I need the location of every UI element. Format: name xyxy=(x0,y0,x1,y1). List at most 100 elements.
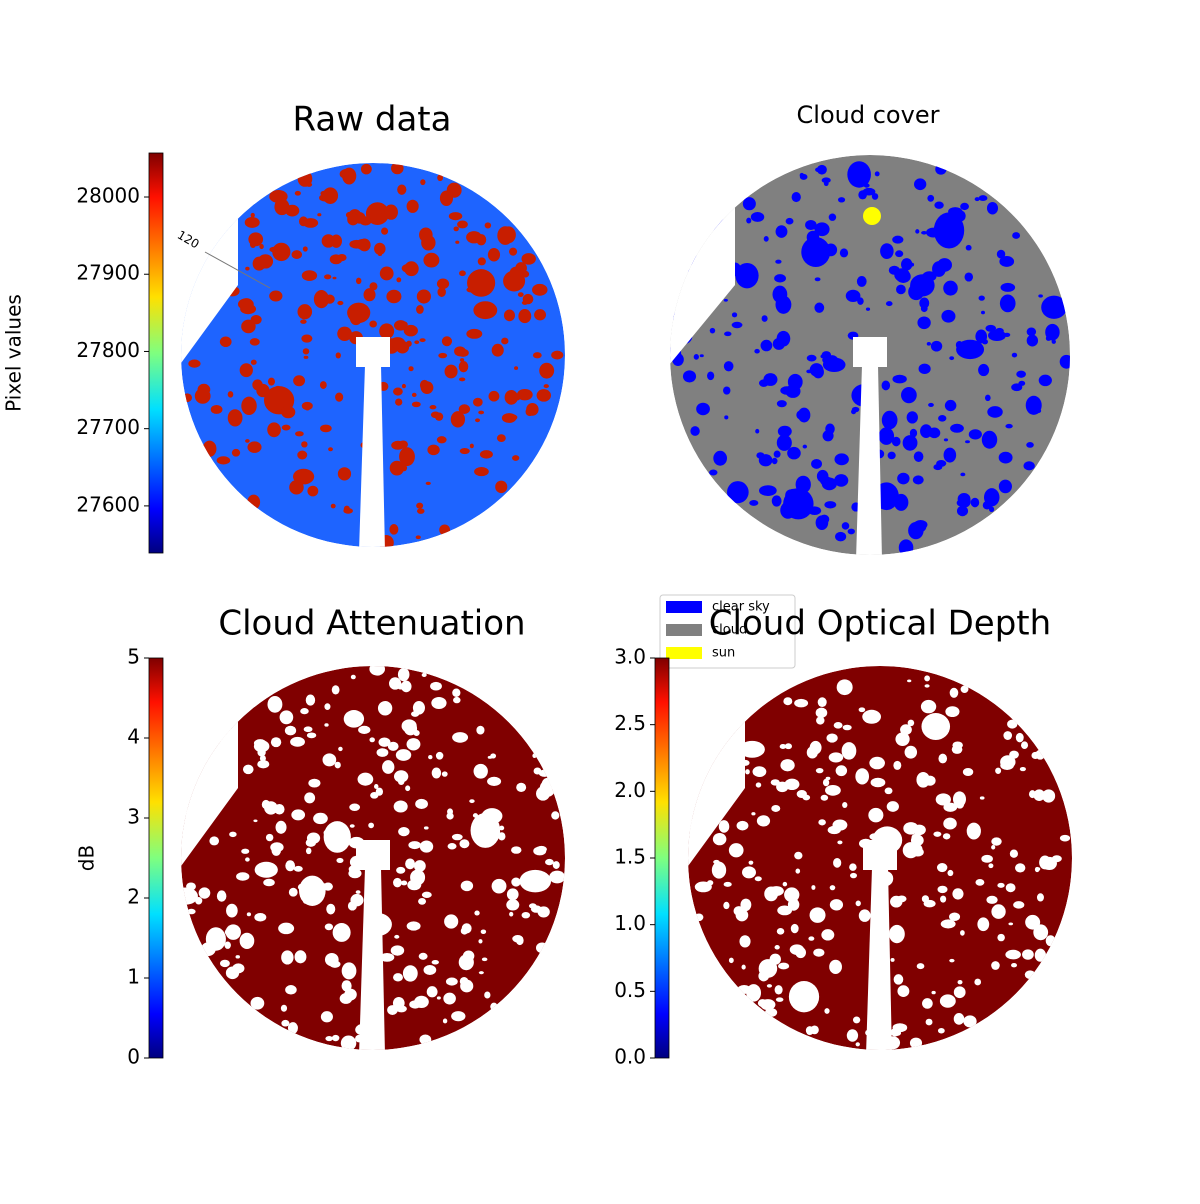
patch xyxy=(423,252,440,268)
patch xyxy=(285,985,297,995)
patch xyxy=(241,396,257,416)
patch xyxy=(750,212,765,222)
patch xyxy=(805,219,817,231)
patch xyxy=(245,857,250,862)
patch xyxy=(250,359,257,365)
patch xyxy=(294,950,307,964)
colorbar-tick-label: 27800 xyxy=(76,338,140,362)
image-body xyxy=(181,163,565,547)
patch xyxy=(824,501,837,509)
patch xyxy=(991,904,1006,919)
patch xyxy=(936,459,947,467)
patch xyxy=(397,667,410,682)
patch xyxy=(724,415,729,420)
patch xyxy=(417,508,425,514)
patch xyxy=(935,793,951,806)
patch xyxy=(516,782,527,793)
patch xyxy=(795,475,811,494)
patch xyxy=(789,782,794,786)
patch xyxy=(288,887,298,897)
patch xyxy=(301,270,318,281)
patch xyxy=(378,737,391,747)
patch xyxy=(758,970,770,982)
patch xyxy=(776,928,785,935)
patch xyxy=(985,324,997,332)
patch xyxy=(863,183,870,188)
patch xyxy=(925,1018,933,1026)
patch xyxy=(379,952,395,962)
patch xyxy=(297,304,313,320)
patch xyxy=(304,792,316,804)
patch xyxy=(335,392,344,402)
patch xyxy=(396,866,406,874)
patch xyxy=(809,907,826,923)
patch xyxy=(498,832,506,841)
patch xyxy=(842,801,848,808)
patch xyxy=(739,935,751,948)
patch xyxy=(769,953,781,965)
patch xyxy=(970,497,980,508)
patch xyxy=(1034,408,1042,414)
patch xyxy=(460,979,474,993)
patch xyxy=(735,262,759,289)
patch xyxy=(1009,849,1019,858)
patch xyxy=(937,885,948,894)
patch xyxy=(445,977,458,986)
patch xyxy=(533,767,542,775)
patch xyxy=(986,895,998,904)
patch xyxy=(930,340,943,352)
patch xyxy=(236,872,250,881)
patch xyxy=(444,914,459,929)
patch xyxy=(841,742,857,760)
patch xyxy=(809,363,824,377)
colorbar xyxy=(148,657,164,1059)
patch xyxy=(936,863,948,873)
patch xyxy=(398,440,408,449)
patch xyxy=(355,890,361,894)
patch xyxy=(742,197,756,211)
patch xyxy=(938,753,948,764)
patch xyxy=(893,493,909,511)
patch xyxy=(963,1015,977,1028)
patch xyxy=(323,821,351,853)
patch xyxy=(490,1002,498,1011)
patch xyxy=(341,962,357,980)
patch xyxy=(974,978,982,986)
patch xyxy=(919,297,930,309)
patch xyxy=(888,924,905,944)
patch xyxy=(473,301,498,320)
patch xyxy=(395,749,412,761)
patch xyxy=(979,796,985,800)
patch xyxy=(301,401,313,411)
patch xyxy=(869,756,885,770)
patch xyxy=(1005,949,1021,960)
patch xyxy=(425,481,431,485)
patch xyxy=(921,713,951,740)
patch xyxy=(431,697,447,710)
patch xyxy=(847,528,855,535)
patch xyxy=(431,959,439,965)
patch xyxy=(901,258,913,271)
patch xyxy=(728,957,734,964)
patch xyxy=(256,383,270,398)
patch xyxy=(898,539,914,555)
patch xyxy=(953,1012,965,1025)
arm-mask xyxy=(359,868,385,1050)
patch xyxy=(912,824,926,836)
patch xyxy=(896,895,907,903)
patch xyxy=(419,1034,432,1045)
patch xyxy=(393,770,409,783)
patch xyxy=(991,845,996,850)
patch xyxy=(459,358,465,362)
patch xyxy=(824,1008,830,1014)
patch xyxy=(323,882,333,891)
patch xyxy=(481,957,488,962)
patch xyxy=(886,801,899,812)
patch xyxy=(820,794,829,801)
patch xyxy=(997,882,1005,888)
patch xyxy=(897,985,910,997)
patch xyxy=(881,380,891,391)
patch xyxy=(1033,924,1049,941)
patch xyxy=(235,955,240,959)
patch xyxy=(957,979,963,985)
